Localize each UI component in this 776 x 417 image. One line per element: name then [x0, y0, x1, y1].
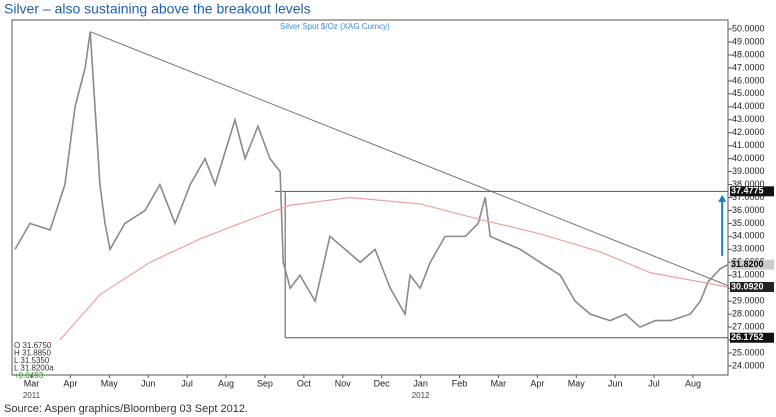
y-tick-label: 24.0000: [732, 360, 765, 370]
x-tick-label: Apr: [530, 378, 544, 388]
y-tick-label: 35.0000: [732, 218, 765, 228]
y-tick-label: 25.0000: [732, 347, 765, 357]
y-tick-label: 28.0000: [732, 308, 765, 318]
y-tick-label: 50.0000: [732, 23, 765, 33]
x-tick-label: Jun: [608, 378, 623, 388]
price-label: 30.0920: [731, 281, 764, 291]
x-tick-label: Jun: [141, 378, 156, 388]
x-tick-label: Mar: [491, 378, 507, 388]
x-tick-label: Feb: [452, 378, 468, 388]
x-tick-label: Dec: [374, 378, 391, 388]
y-tick-label: 39.0000: [732, 166, 765, 176]
x-tick-label: Jul: [648, 378, 660, 388]
y-tick-label: 27.0000: [732, 321, 765, 331]
ohlc-text: H 31.8850: [14, 349, 51, 358]
y-tick-label: 33.0000: [732, 244, 765, 254]
x-tick-label: Aug: [685, 378, 701, 388]
change-text: +0.0493: [14, 371, 44, 380]
x-tick-label: Oct: [297, 378, 312, 388]
x-tick-label: Mar: [24, 378, 40, 388]
chart-title: Silver – also sustaining above the break…: [4, 1, 311, 17]
trend-line: [90, 31, 729, 287]
x-tick-label: Sep: [257, 378, 273, 388]
ohlc-text: O 31.6750: [14, 341, 52, 350]
price-label-box: [730, 282, 774, 293]
x-tick-label: May: [101, 378, 119, 388]
y-tick-label: 37.0000: [732, 192, 765, 202]
y-tick-label: 42.0000: [732, 127, 765, 137]
level-label: 37.4775: [731, 186, 764, 196]
x-tick-label: Apr: [63, 378, 77, 388]
x-tick-label: May: [568, 378, 586, 388]
y-tick-label: 44.0000: [732, 101, 765, 111]
arrow-head: [718, 194, 727, 202]
y-tick-label: 41.0000: [732, 140, 765, 150]
y-tick-label: 45.0000: [732, 88, 765, 98]
series-line: [14, 31, 728, 328]
y-tick-label: 48.0000: [732, 49, 765, 59]
year-label: 2012: [412, 391, 430, 400]
level-label: 26.1752: [731, 332, 764, 342]
x-tick-label: Jan: [413, 378, 428, 388]
x-tick-label: Aug: [218, 378, 234, 388]
chart-subtitle: Silver Spot $/Oz (XAG Curncy): [280, 22, 390, 31]
y-tick-label: 38.0000: [732, 179, 765, 189]
series-line: [59, 196, 728, 341]
source: Source: Aspen graphics/Bloomberg 03 Sept…: [4, 403, 248, 415]
level-label-box: [730, 186, 774, 197]
plot-frame: [11, 19, 729, 376]
y-tick-label: 47.0000: [732, 62, 765, 72]
year-label: 2011: [23, 391, 41, 400]
y-tick-label: 36.0000: [732, 205, 765, 215]
x-tick-label: Nov: [335, 378, 352, 388]
price-label: 31.8200: [731, 259, 764, 269]
price-label-box: [730, 259, 774, 270]
x-tick-label: Jul: [181, 378, 193, 388]
y-tick-label: 29.0000: [732, 296, 765, 306]
y-tick-label: 49.0000: [732, 36, 765, 46]
ohlc-text: L 31.5350: [14, 356, 50, 365]
ohlc-text: L 31.8200a: [14, 364, 54, 373]
y-tick-label: 40.0000: [732, 153, 765, 163]
y-tick-label: 43.0000: [732, 114, 765, 124]
y-tick-label: 34.0000: [732, 231, 765, 241]
y-tick-label: 46.0000: [732, 75, 765, 85]
y-tick-label: 31.0000: [732, 270, 765, 280]
level-label-box: [730, 332, 774, 343]
